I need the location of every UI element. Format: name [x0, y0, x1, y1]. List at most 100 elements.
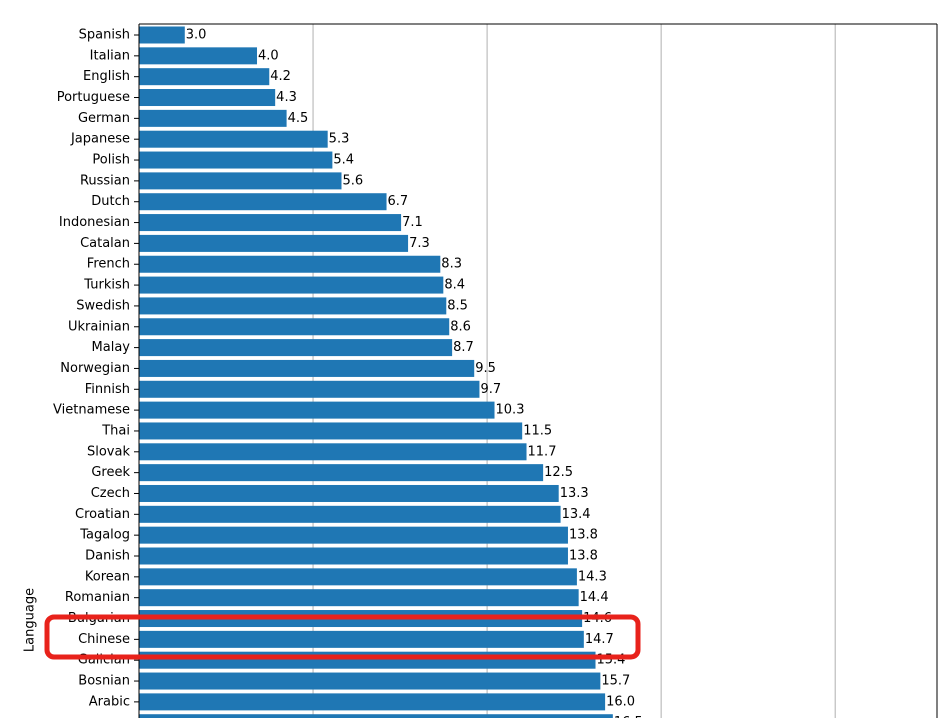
highlight-box — [44, 614, 641, 660]
y-tick-label: Thai — [101, 423, 130, 438]
bar — [139, 47, 258, 65]
y-tick-label: Arabic — [89, 694, 130, 709]
bar — [139, 672, 601, 690]
y-tick-label: Slovak — [87, 444, 130, 459]
value-label: 8.6 — [450, 319, 471, 334]
bar — [139, 255, 441, 273]
y-tick-label: Norwegian — [60, 361, 130, 376]
y-tick-label: Ukrainian — [68, 319, 130, 334]
bar — [139, 109, 287, 127]
bar — [139, 318, 450, 336]
y-tick-label: English — [83, 69, 130, 84]
bar — [139, 443, 527, 461]
bar — [139, 276, 444, 294]
value-label: 11.7 — [528, 444, 557, 459]
y-tick-label: Malay — [92, 340, 131, 355]
bars — [139, 26, 613, 718]
value-label: 4.5 — [288, 111, 309, 126]
bar — [139, 401, 495, 419]
bar — [139, 234, 409, 252]
bar — [139, 26, 185, 44]
y-tick-label: Romanian — [65, 590, 130, 605]
y-tick-label: Vietnamese — [53, 403, 130, 418]
value-label: 7.3 — [409, 236, 430, 251]
y-tick-label: Korean — [85, 569, 130, 584]
value-label: 8.7 — [453, 340, 474, 355]
y-tick-label: Finnish — [85, 382, 130, 397]
value-label: 14.7 — [585, 632, 614, 647]
bar — [139, 68, 270, 86]
value-label: 10.3 — [496, 403, 525, 418]
value-label: 8.3 — [441, 257, 462, 272]
y-tick-label: Spanish — [79, 28, 130, 43]
bar — [139, 484, 559, 502]
y-tick-label: Croatian — [75, 507, 130, 522]
bar — [139, 714, 613, 718]
value-label: 5.6 — [343, 173, 364, 188]
bar — [139, 693, 606, 711]
y-tick-label: Chinese — [78, 632, 130, 647]
value-label: 5.4 — [333, 153, 354, 168]
bar — [139, 651, 596, 669]
bar — [139, 526, 568, 544]
value-label: 14.3 — [578, 569, 607, 584]
y-tick-label: Bosnian — [78, 674, 130, 689]
bar — [139, 547, 568, 565]
value-label: 4.0 — [258, 48, 279, 63]
value-label: 16.5 — [614, 715, 643, 718]
y-tick-label: Polish — [92, 153, 130, 168]
value-label: 4.2 — [270, 69, 291, 84]
value-label: 6.7 — [388, 194, 409, 209]
value-label: 16.0 — [606, 694, 635, 709]
y-tick-label: Turkish — [83, 278, 130, 293]
value-label: 7.1 — [402, 215, 423, 230]
bar — [139, 568, 577, 586]
y-tick-label: Danish — [85, 549, 130, 564]
bar — [139, 130, 328, 148]
bar — [139, 422, 523, 440]
value-label: 8.4 — [444, 278, 465, 293]
value-label: 14.4 — [580, 590, 609, 605]
y-tick-label: Japanese — [70, 132, 130, 147]
value-label: 9.7 — [480, 382, 501, 397]
value-label: 3.0 — [186, 28, 207, 43]
value-label: 9.5 — [475, 361, 496, 376]
y-axis-label: Language — [23, 588, 38, 652]
bar — [139, 339, 453, 357]
bar — [139, 589, 579, 607]
bar — [139, 380, 480, 398]
value-label: 13.8 — [569, 528, 598, 543]
bar — [139, 151, 333, 169]
y-tick-label: Swedish — [76, 298, 130, 313]
value-label: 15.7 — [601, 674, 630, 689]
value-label: 11.5 — [523, 423, 552, 438]
y-tick-label: Indonesian — [59, 215, 130, 230]
y-tick-label: Tagalog — [79, 528, 130, 543]
bar — [139, 464, 544, 482]
y-tick-label: German — [78, 111, 130, 126]
value-label: 8.5 — [447, 298, 468, 313]
y-tick-label: Czech — [91, 486, 130, 501]
bar — [139, 297, 447, 315]
value-label: 12.5 — [544, 465, 573, 480]
y-tick-label: Greek — [91, 465, 130, 480]
bar — [139, 359, 475, 377]
y-tick-label: Portuguese — [57, 90, 130, 105]
value-label: 13.3 — [560, 486, 589, 501]
y-tick-label: Russian — [80, 173, 130, 188]
y-tick-label: French — [87, 257, 130, 272]
y-tick-label: Italian — [90, 48, 130, 63]
y-tick-label: Dutch — [91, 194, 130, 209]
value-label: 4.3 — [276, 90, 297, 105]
bar — [139, 630, 584, 648]
bar — [139, 505, 561, 523]
bar — [139, 214, 402, 232]
value-label: 13.8 — [569, 549, 598, 564]
bar — [139, 172, 342, 190]
bar — [139, 89, 276, 107]
value-label: 13.4 — [562, 507, 591, 522]
y-tick-label: Catalan — [80, 236, 130, 251]
value-label: 5.3 — [329, 132, 350, 147]
bar — [139, 193, 387, 211]
